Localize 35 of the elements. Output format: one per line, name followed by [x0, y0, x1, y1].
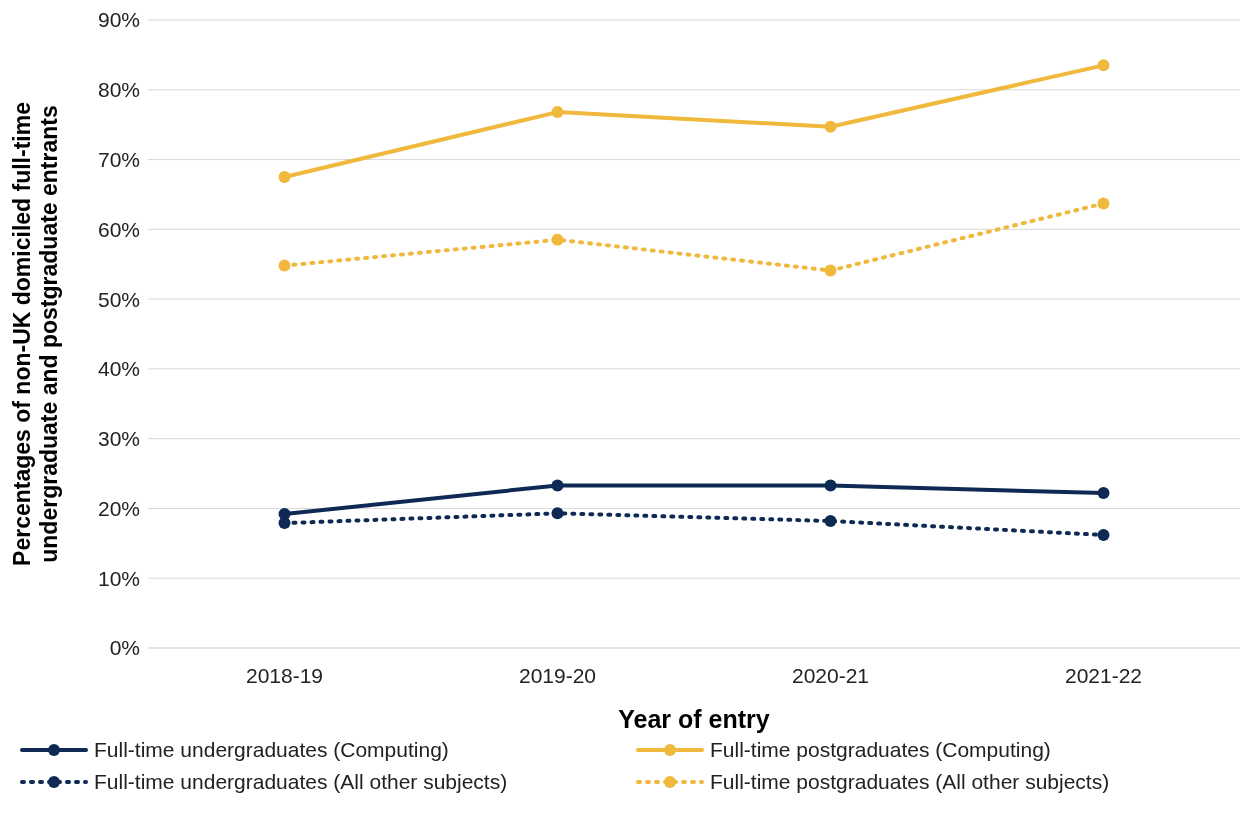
y-tick-label: 40%: [97, 357, 140, 381]
point: [824, 515, 837, 527]
x-axis-title: Year of entry: [618, 705, 770, 733]
legend-label: Full-time undergraduates (All other subjects): [94, 770, 508, 794]
point: [551, 106, 564, 119]
point: [551, 507, 564, 520]
point: [551, 479, 564, 492]
legend-label: Full-time undergraduates (Computing): [94, 738, 449, 762]
point: [1097, 487, 1110, 500]
point: [824, 264, 837, 277]
y-tick-label: 0%: [109, 636, 140, 660]
y-tick-label: 50%: [97, 287, 140, 311]
y-tick-label: 70%: [97, 148, 140, 172]
y-axis-title: Percentages of non-UK domiciled full-time undergraduate and postgraduate entrants: [9, 102, 62, 566]
point: [1097, 528, 1110, 541]
x-tick-label: 2018-19: [245, 663, 324, 687]
x-tick-label: 2021-22: [1064, 663, 1143, 687]
legend-label: Full-time postgraduates (All other subjects): [710, 770, 1110, 794]
point: [278, 171, 291, 183]
y-tick-label: 30%: [97, 427, 140, 451]
point: [278, 517, 291, 530]
point: [1097, 197, 1110, 210]
y-tick-label: 20%: [97, 496, 140, 520]
point: [824, 120, 837, 133]
y-tick-label: 90%: [97, 8, 140, 32]
y-tick-label: 80%: [97, 78, 140, 102]
legend-label: Full-time postgraduates (Computing): [710, 738, 1051, 762]
point: [278, 259, 291, 272]
x-tick-label: 2019-20: [518, 663, 597, 687]
y-tick-label: 60%: [97, 217, 140, 241]
point: [1097, 59, 1110, 72]
point: [551, 233, 564, 246]
x-tick-label: 2020-21: [791, 663, 870, 687]
y-tick-label: 10%: [97, 566, 140, 590]
point: [824, 479, 837, 492]
